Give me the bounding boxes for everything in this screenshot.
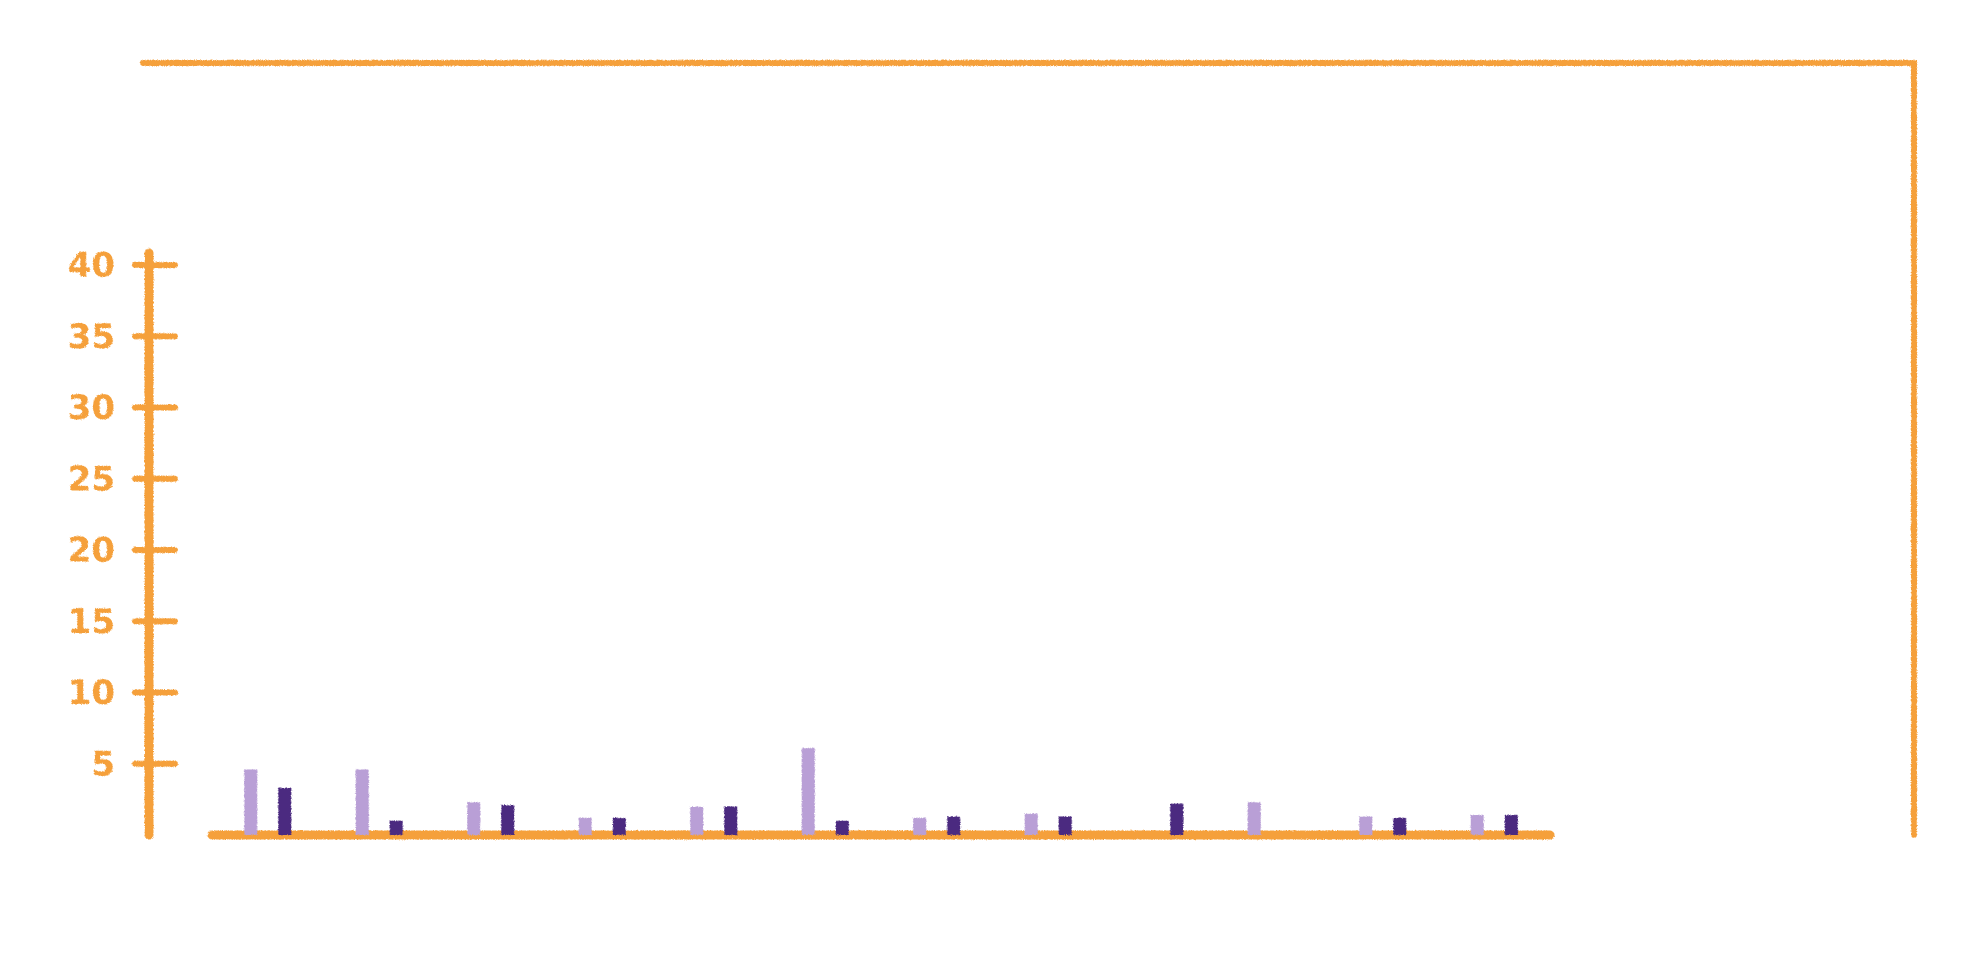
bar (1170, 803, 1184, 835)
bar (724, 806, 738, 835)
bar (501, 805, 515, 835)
frame: 5 10 15 20 25 30 35 40 (68, 60, 1917, 840)
bar (801, 748, 815, 835)
bar (835, 820, 849, 835)
y-tick-label: 5 (91, 744, 115, 784)
bar (612, 817, 626, 835)
y-tick-label: 15 (68, 602, 115, 642)
bar (1058, 816, 1072, 835)
frame-border (140, 60, 1917, 838)
y-tick-label: 40 (68, 246, 115, 286)
y-tick-label: 20 (68, 531, 115, 571)
bar (1024, 813, 1038, 835)
y-tick-label: 35 (68, 317, 115, 357)
bar (690, 806, 704, 835)
plot (244, 748, 1518, 835)
bar (1359, 816, 1373, 835)
bar (1470, 815, 1484, 835)
bar (1504, 815, 1518, 835)
y-tick-label: 30 (68, 388, 115, 428)
bar (244, 769, 258, 835)
bar (578, 817, 592, 835)
bar (913, 817, 927, 835)
bar (278, 787, 292, 835)
y-tick-label: 10 (68, 673, 115, 713)
bar (355, 769, 369, 835)
bar (467, 802, 481, 835)
bar (1247, 802, 1261, 835)
bar (389, 820, 403, 835)
bar (1393, 817, 1407, 835)
y-tick-label: 25 (68, 459, 115, 499)
bar (947, 816, 961, 835)
